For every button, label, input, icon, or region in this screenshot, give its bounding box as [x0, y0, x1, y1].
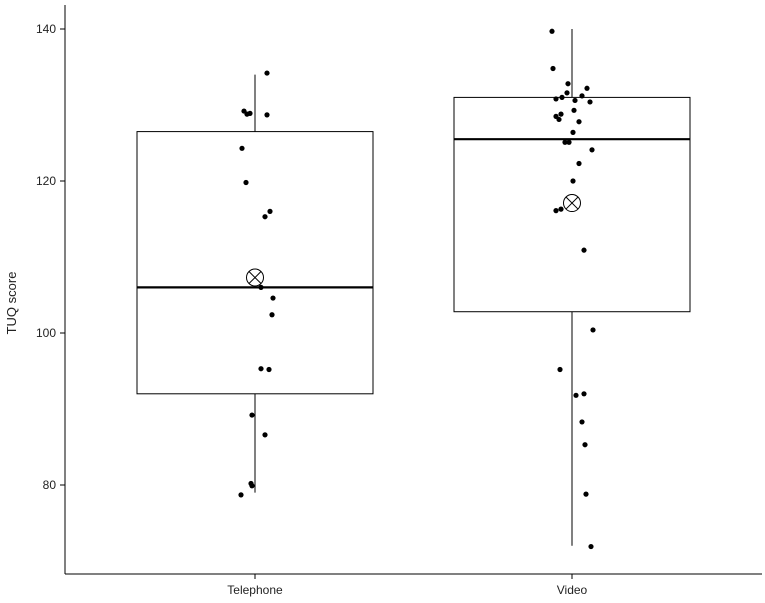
- data-point: [584, 85, 590, 91]
- data-point: [550, 65, 556, 72]
- data-point: [588, 543, 594, 550]
- data-point: [581, 247, 587, 253]
- data-point: [587, 99, 593, 105]
- points-group: [238, 28, 596, 550]
- axes: 80 100 120 140 Telephone Video: [36, 5, 762, 597]
- data-point: [264, 112, 270, 118]
- mean-marker-cross: [248, 271, 262, 284]
- data-point: [581, 391, 587, 397]
- data-point: [553, 208, 559, 214]
- data-point: [576, 119, 582, 125]
- data-point: [559, 94, 565, 100]
- box-iqr: [136, 131, 374, 395]
- data-point: [266, 366, 272, 373]
- data-point: [576, 160, 582, 167]
- data-point: [249, 412, 255, 418]
- data-point: [269, 312, 275, 318]
- data-point: [557, 366, 563, 373]
- mean-marker-cross: [565, 196, 579, 210]
- data-point: [553, 96, 559, 102]
- data-point: [564, 90, 570, 96]
- data-point: [572, 97, 578, 104]
- data-point: [549, 28, 555, 34]
- data-point: [558, 111, 564, 117]
- y-tick-label: 100: [36, 326, 56, 340]
- data-point: [558, 206, 564, 212]
- y-tick-label: 80: [43, 478, 57, 492]
- data-point: [270, 295, 276, 301]
- data-point: [565, 81, 571, 87]
- data-point: [579, 419, 585, 425]
- mean-markers: [246, 194, 581, 287]
- x-tick-label: Telephone: [227, 583, 283, 597]
- data-point: [267, 208, 273, 214]
- data-point: [566, 139, 572, 145]
- box-iqr: [453, 96, 691, 313]
- data-point: [570, 178, 576, 184]
- data-point: [582, 442, 588, 448]
- mean-marker: [563, 194, 581, 213]
- data-point: [239, 145, 245, 151]
- y-axis-title: TUQ score: [4, 272, 19, 335]
- data-point: [579, 93, 585, 99]
- y-tick-label: 140: [36, 22, 56, 36]
- data-point: [258, 366, 264, 372]
- data-point: [258, 284, 264, 290]
- data-point: [262, 214, 268, 220]
- mean-marker: [246, 268, 264, 287]
- x-tick-label: Video: [557, 583, 588, 597]
- data-point: [244, 111, 250, 117]
- data-point: [243, 179, 249, 186]
- data-point: [249, 483, 255, 489]
- data-point: [583, 491, 589, 497]
- box-group: [136, 29, 691, 546]
- data-point: [573, 392, 579, 398]
- data-point: [562, 139, 568, 145]
- data-point: [262, 432, 268, 438]
- data-point: [589, 147, 595, 153]
- data-point: [590, 327, 596, 333]
- data-point: [238, 492, 244, 498]
- data-point: [571, 107, 577, 113]
- y-tick-label: 120: [36, 174, 56, 188]
- data-point: [570, 129, 576, 135]
- data-point: [264, 70, 270, 76]
- data-point: [556, 116, 562, 123]
